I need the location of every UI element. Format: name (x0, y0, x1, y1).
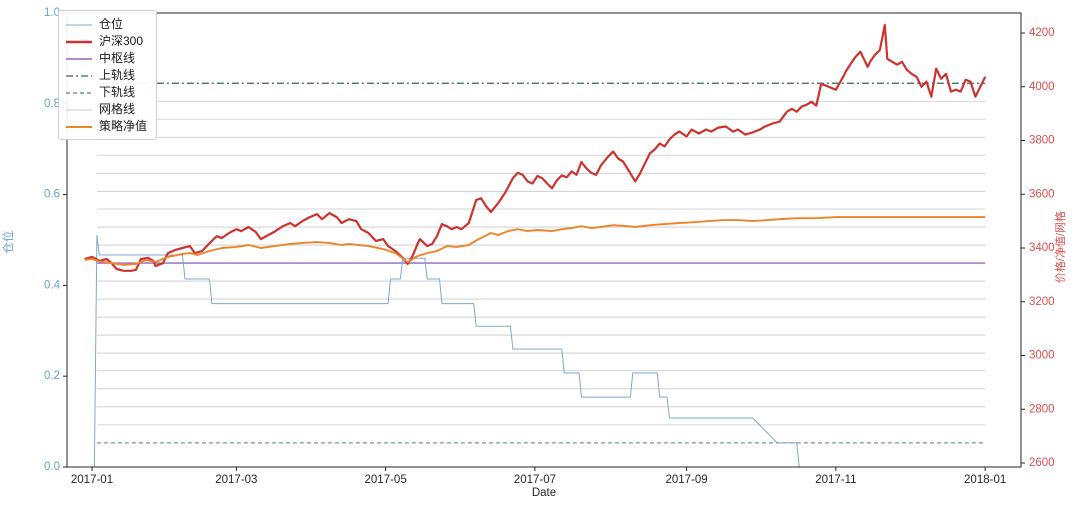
x-tick-label: 2017-03 (215, 474, 257, 486)
legend: 仓位沪深300 中枢线上轨线下轨线网格线策略净值 (58, 10, 157, 140)
x-tick-label: 2018-01 (964, 474, 1006, 486)
right-axis-label: 价格/净值/网格 (1055, 210, 1067, 284)
right-tick-label: 3400 (1029, 242, 1055, 254)
legend-item-label: 策略净值 (99, 119, 148, 133)
x-tick-label: 2017-01 (71, 474, 113, 486)
legend-item-label: 中枢线 (99, 51, 136, 65)
right-tick-label: 2800 (1029, 403, 1055, 415)
legend-item: 下轨线 (66, 84, 148, 101)
legend-swatch-line (66, 74, 92, 77)
right-tick-label: 3600 (1029, 188, 1055, 200)
strategy-nav-line (84, 216, 986, 266)
x-tick-label: 2017-07 (514, 474, 556, 486)
left-tick-label: 0.8 (44, 98, 60, 110)
x-axis-label: Date (531, 487, 557, 499)
legend-swatch-line (66, 91, 92, 94)
legend-swatch-line (66, 125, 92, 128)
right-tick-label: 3000 (1029, 350, 1055, 362)
left-tick-label: 0.6 (44, 189, 60, 201)
legend-item: 策略净值 (66, 118, 148, 135)
position-line (93, 235, 986, 468)
legend-swatch-line (66, 57, 92, 60)
legend-item: 上轨线 (66, 67, 148, 84)
x-tick-label: 2017-05 (365, 474, 407, 486)
left-tick-label: 0.0 (44, 461, 60, 473)
legend-item: 中枢线 (66, 50, 148, 67)
legend-item-label: 网格线 (99, 102, 136, 116)
axes-spines (66, 12, 1022, 468)
left-tick-label: 1.0 (44, 7, 60, 19)
legend-item: 沪深300 (66, 33, 148, 50)
legend-swatch-line (66, 40, 92, 43)
x-tick-label: 2017-09 (666, 474, 708, 486)
right-tick-label: 3200 (1029, 296, 1055, 308)
legend-item-label: 沪深300 (99, 34, 144, 48)
right-tick-label: 2600 (1029, 457, 1055, 469)
right-tick-label: 4000 (1029, 81, 1055, 93)
right-tick-label: 3800 (1029, 135, 1055, 147)
right-tick-label: 4200 (1029, 27, 1055, 39)
legend-item: 仓位 (66, 16, 148, 33)
legend-swatch-line (66, 24, 92, 25)
hs300-line (84, 23, 987, 272)
left-tick-label: 0.4 (44, 279, 61, 291)
legend-swatch-line (66, 109, 92, 110)
legend-item-label: 仓位 (99, 17, 124, 31)
left-tick-label: 0.2 (44, 370, 60, 382)
legend-item-label: 上轨线 (99, 68, 136, 82)
legend-item: 网格线 (66, 101, 148, 118)
legend-item-label: 下轨线 (99, 85, 136, 99)
x-tick-label: 2017-11 (815, 474, 856, 486)
left-axis-label: 仓位 (3, 230, 15, 254)
